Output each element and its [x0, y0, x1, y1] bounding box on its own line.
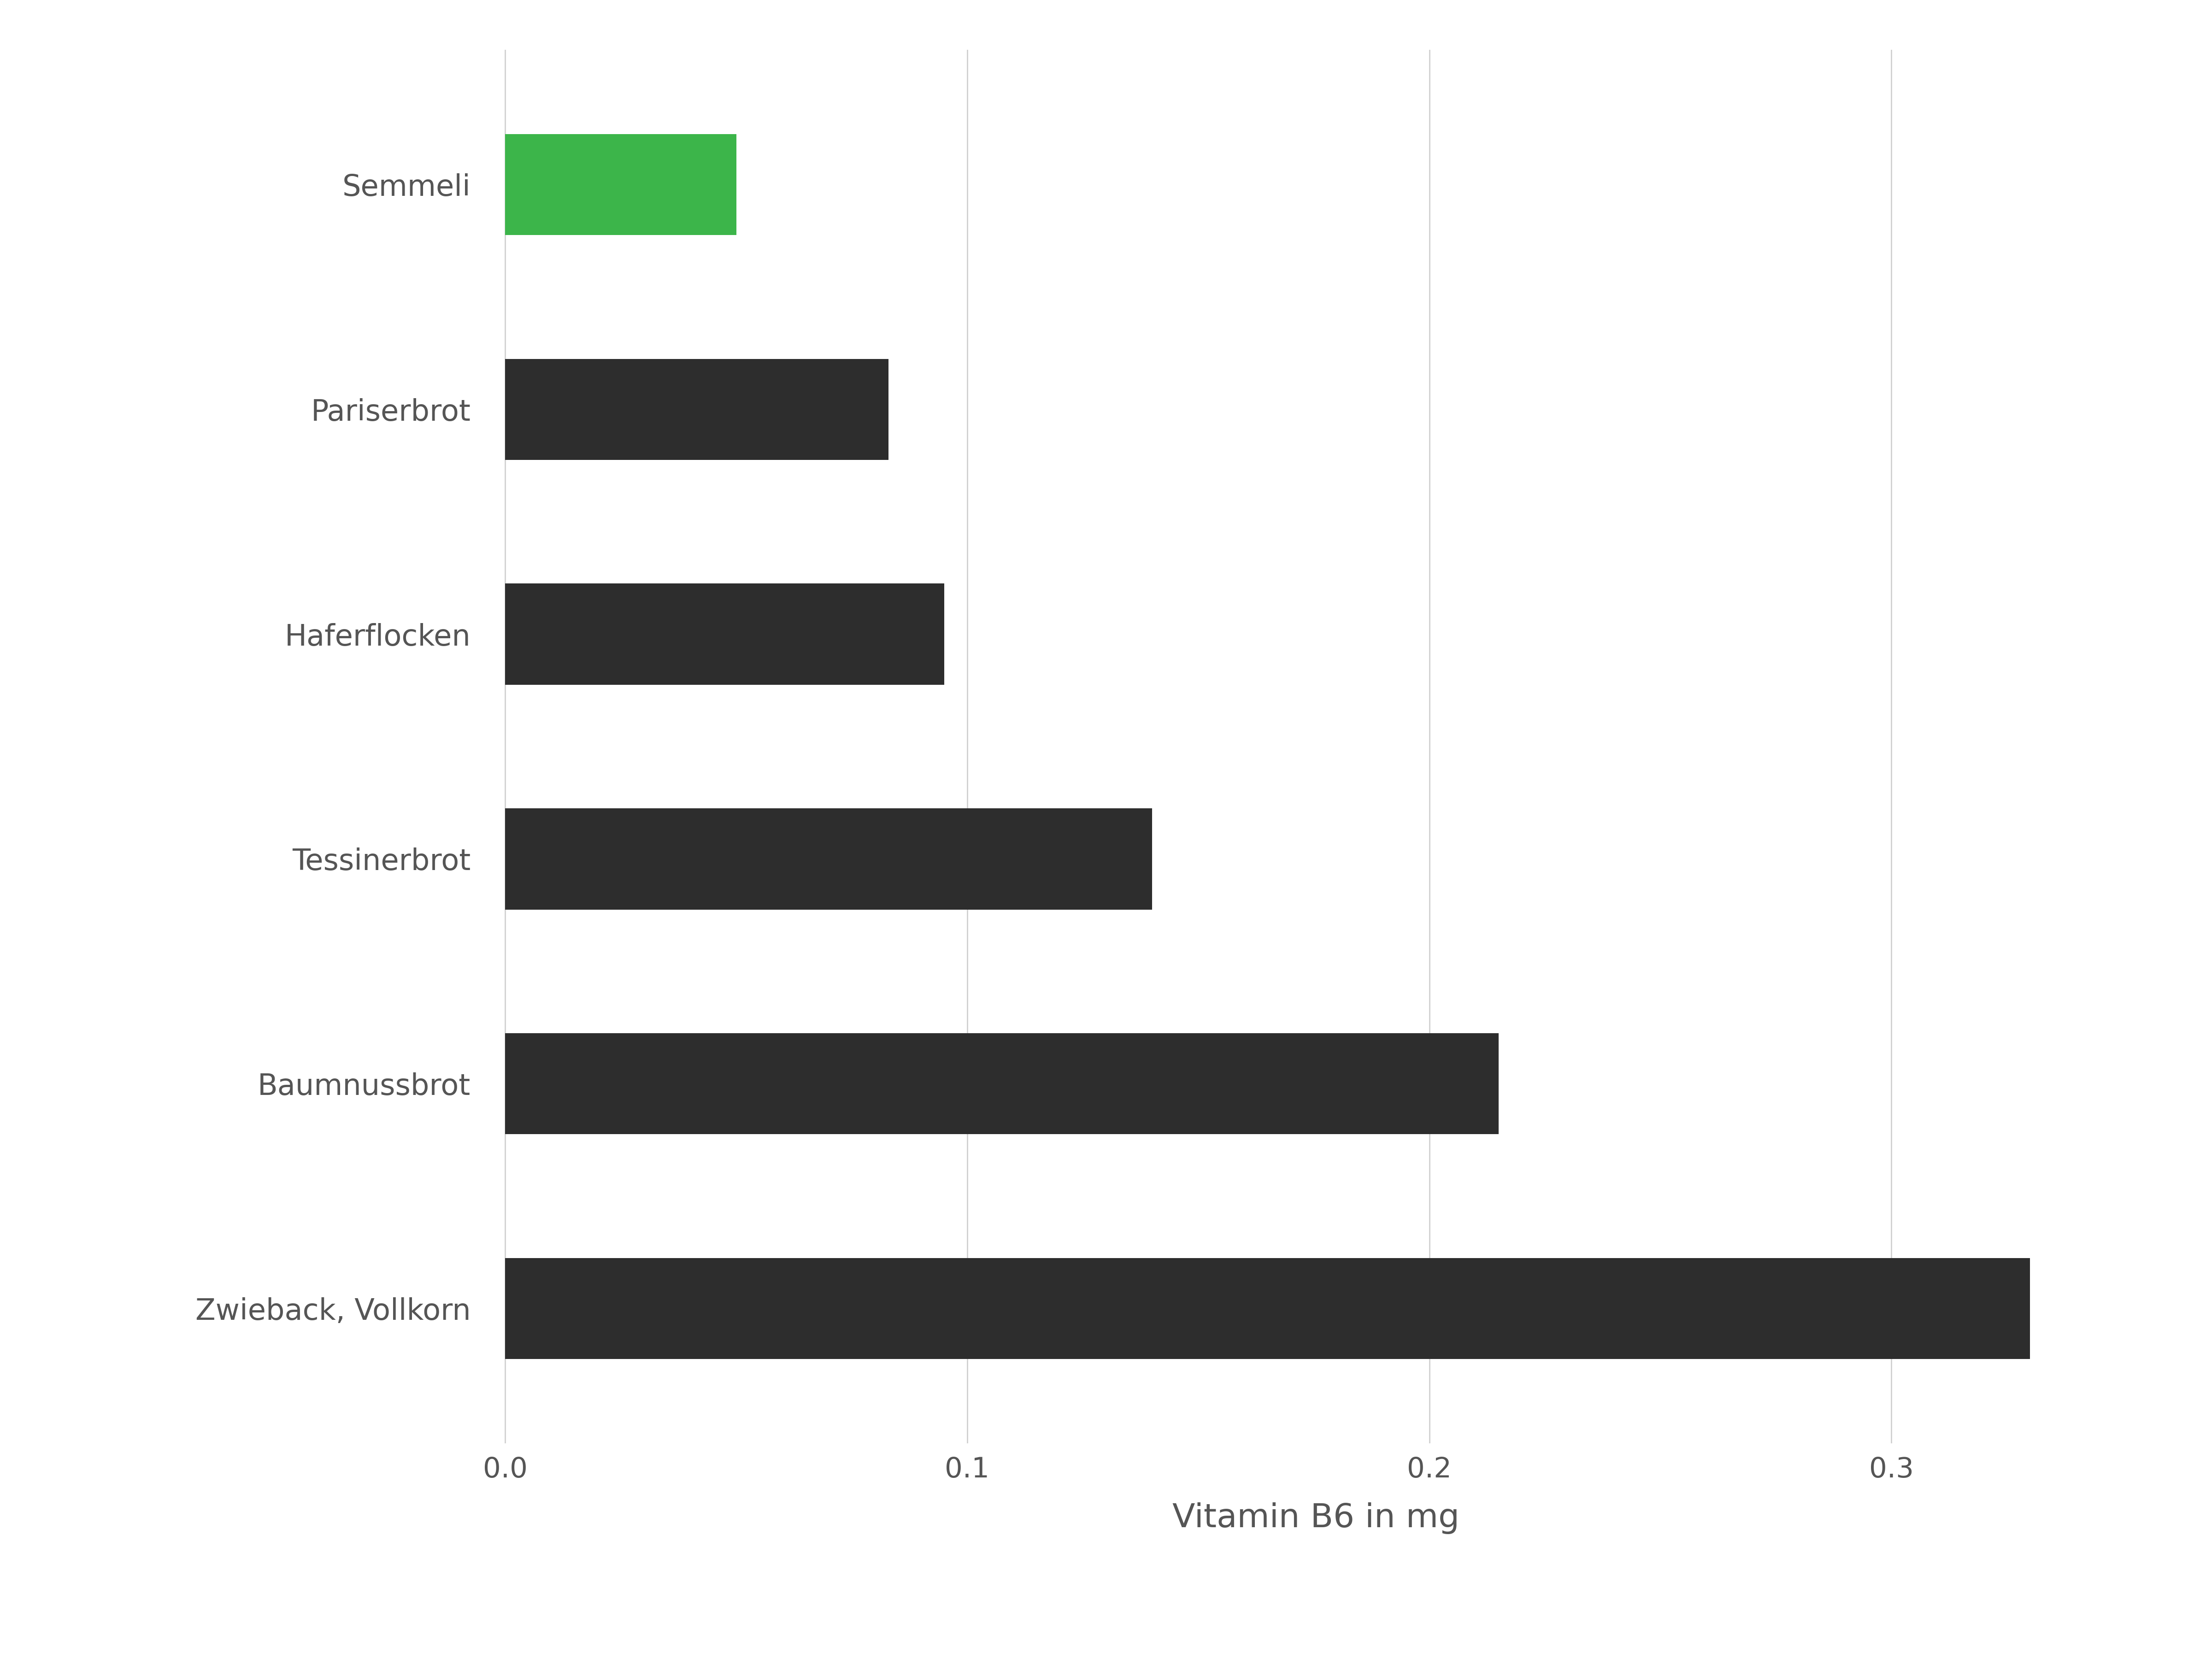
Bar	[504, 358, 889, 460]
Bar	[504, 134, 737, 236]
Bar	[504, 584, 945, 685]
Bar	[504, 1258, 2031, 1359]
X-axis label: Vitamin B6 in mg: Vitamin B6 in mg	[1172, 1503, 1460, 1535]
Bar	[504, 808, 1152, 909]
Bar	[504, 1034, 1500, 1135]
